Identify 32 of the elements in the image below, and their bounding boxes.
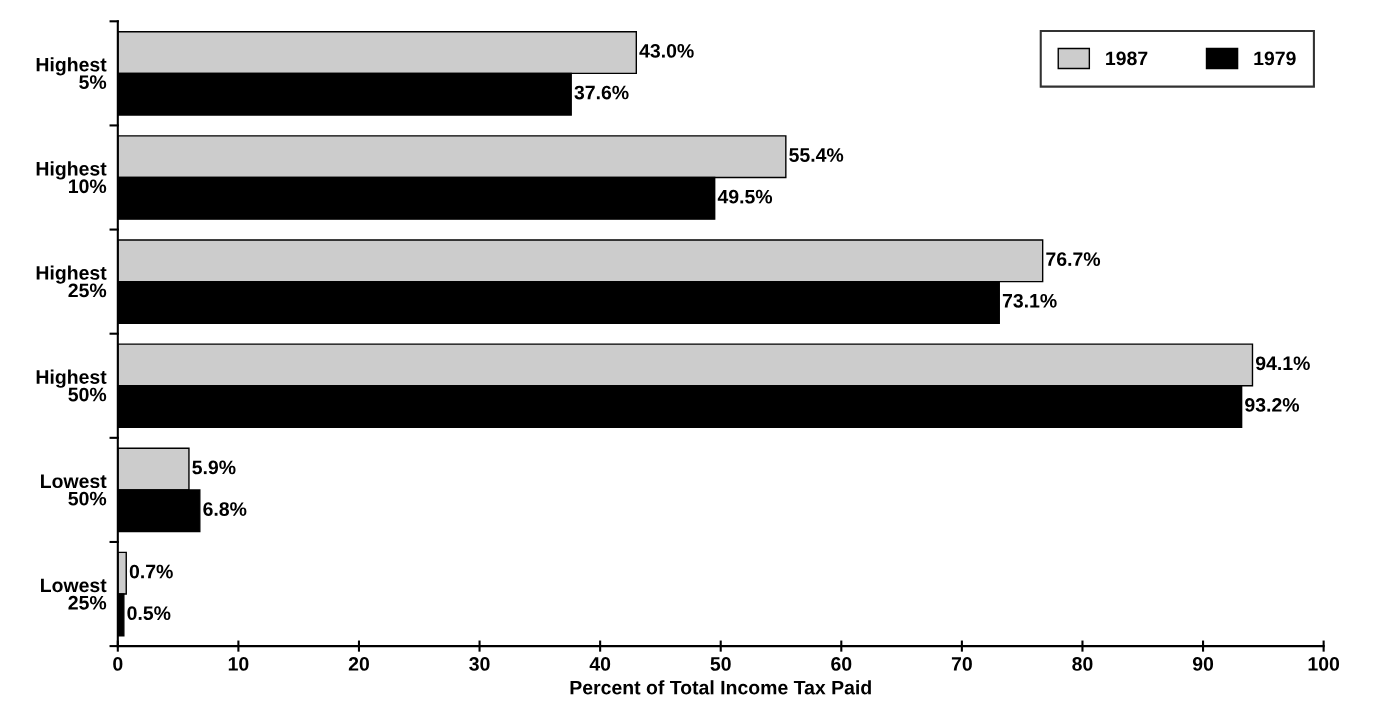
data-label: 0.5% (127, 606, 171, 621)
data-label: 76.7% (1046, 252, 1101, 267)
data-label: 94.1% (1255, 356, 1310, 371)
y-tick-label: Lowest 25% (41, 578, 107, 610)
data-label: 55.4% (789, 148, 844, 162)
data-label: 49.5% (717, 189, 773, 204)
data-label: 73.1% (1002, 293, 1057, 308)
x-tick-label: 70 (951, 657, 972, 671)
y-tick-label: Highest 25% (36, 265, 107, 298)
data-label: 5.9% (192, 460, 236, 475)
y-tick-label: Highest 50% (36, 369, 107, 402)
data-label: 37.6% (574, 85, 629, 100)
x-tick-label: 90 (1192, 657, 1214, 671)
x-tick-label: 20 (348, 657, 369, 671)
data-label: 43.0% (639, 43, 694, 58)
data-label: 6.8% (203, 502, 247, 516)
x-tick-label: 0 (113, 657, 123, 671)
legend-label: 1979 (1254, 51, 1296, 66)
x-tick-label: 80 (1072, 657, 1093, 671)
x-tick-label: 40 (589, 657, 611, 671)
x-tick-label: 30 (469, 657, 490, 671)
x-tick-label: 50 (710, 657, 731, 671)
x-tick-label: 100 (1308, 657, 1340, 671)
legend-label: 1987 (1106, 51, 1148, 66)
y-tick-label: Highest 5% (36, 57, 107, 89)
x-tick-label: 10 (228, 657, 249, 671)
data-label: 0.7% (129, 564, 173, 579)
data-label: 93.2% (1245, 398, 1300, 412)
x-tick-label: 60 (831, 657, 852, 671)
y-tick-label: Highest 10% (36, 161, 107, 194)
y-tick-label: Lowest 50% (41, 474, 107, 506)
x-axis-title: Percent of Total Income Tax Paid (570, 680, 871, 695)
